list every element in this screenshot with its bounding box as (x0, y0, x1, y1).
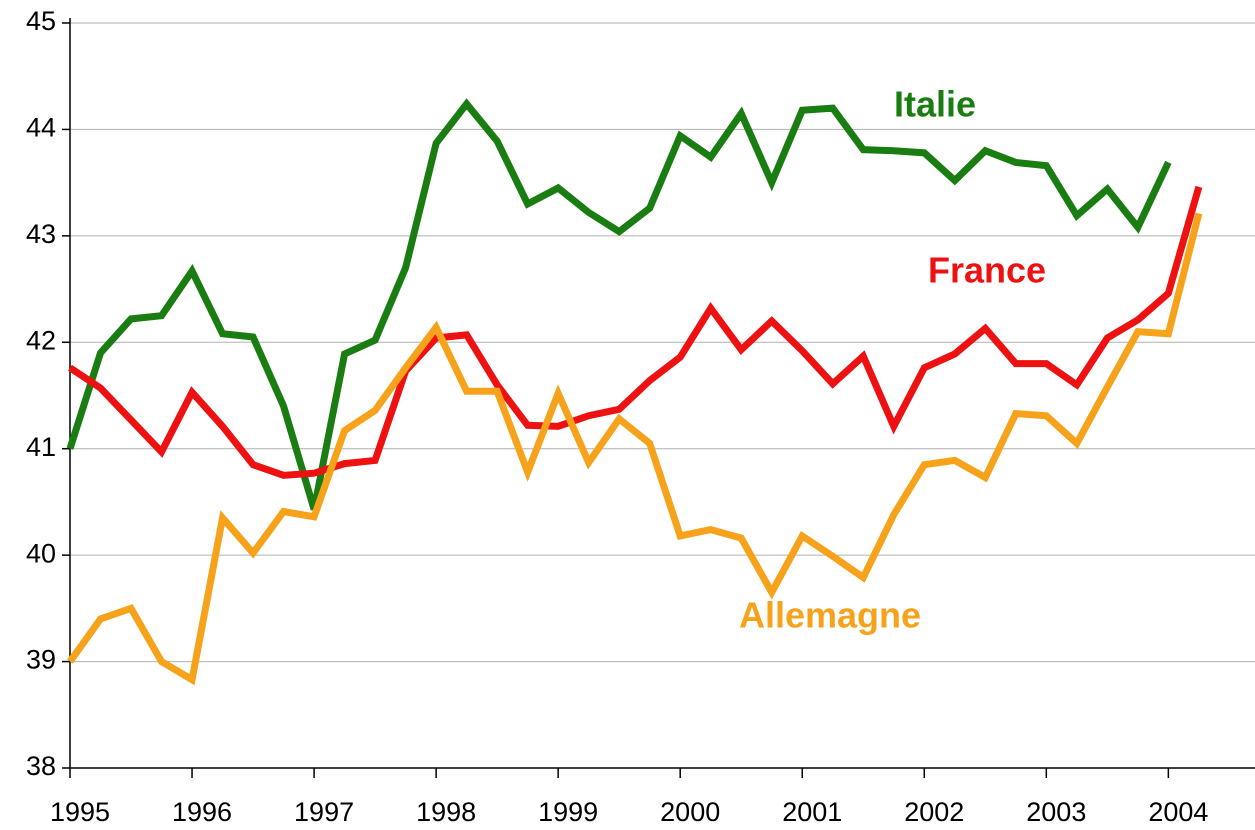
x-tick-label: 1995 (50, 797, 110, 827)
y-tick-label: 39 (26, 645, 56, 675)
y-tick-label: 43 (26, 219, 56, 249)
series-line (68, 185, 1203, 479)
series-line (67, 212, 1203, 686)
x-tick-label: 2000 (660, 797, 720, 827)
x-tick-label: 1998 (416, 797, 476, 827)
x-tick-label: 2004 (1148, 797, 1208, 827)
y-tick-label: 44 (26, 113, 56, 143)
y-tick-label: 42 (26, 325, 56, 355)
x-tick-label: 2003 (1026, 797, 1086, 827)
y-tick-label: 38 (26, 751, 56, 781)
y-tick-label: 40 (26, 538, 56, 568)
series-line (66, 98, 1172, 511)
series-label: Italie (894, 84, 976, 125)
x-tick-label: 1996 (172, 797, 232, 827)
x-tick-label: 1997 (294, 797, 354, 827)
series-label: Allemagne (739, 595, 921, 636)
x-tick-label: 1999 (538, 797, 598, 827)
x-tick-label: 2002 (904, 797, 964, 827)
series-label: France (928, 250, 1046, 291)
y-tick-label: 45 (26, 6, 56, 36)
x-tick-label: 2001 (782, 797, 842, 827)
y-tick-label: 41 (26, 432, 56, 462)
